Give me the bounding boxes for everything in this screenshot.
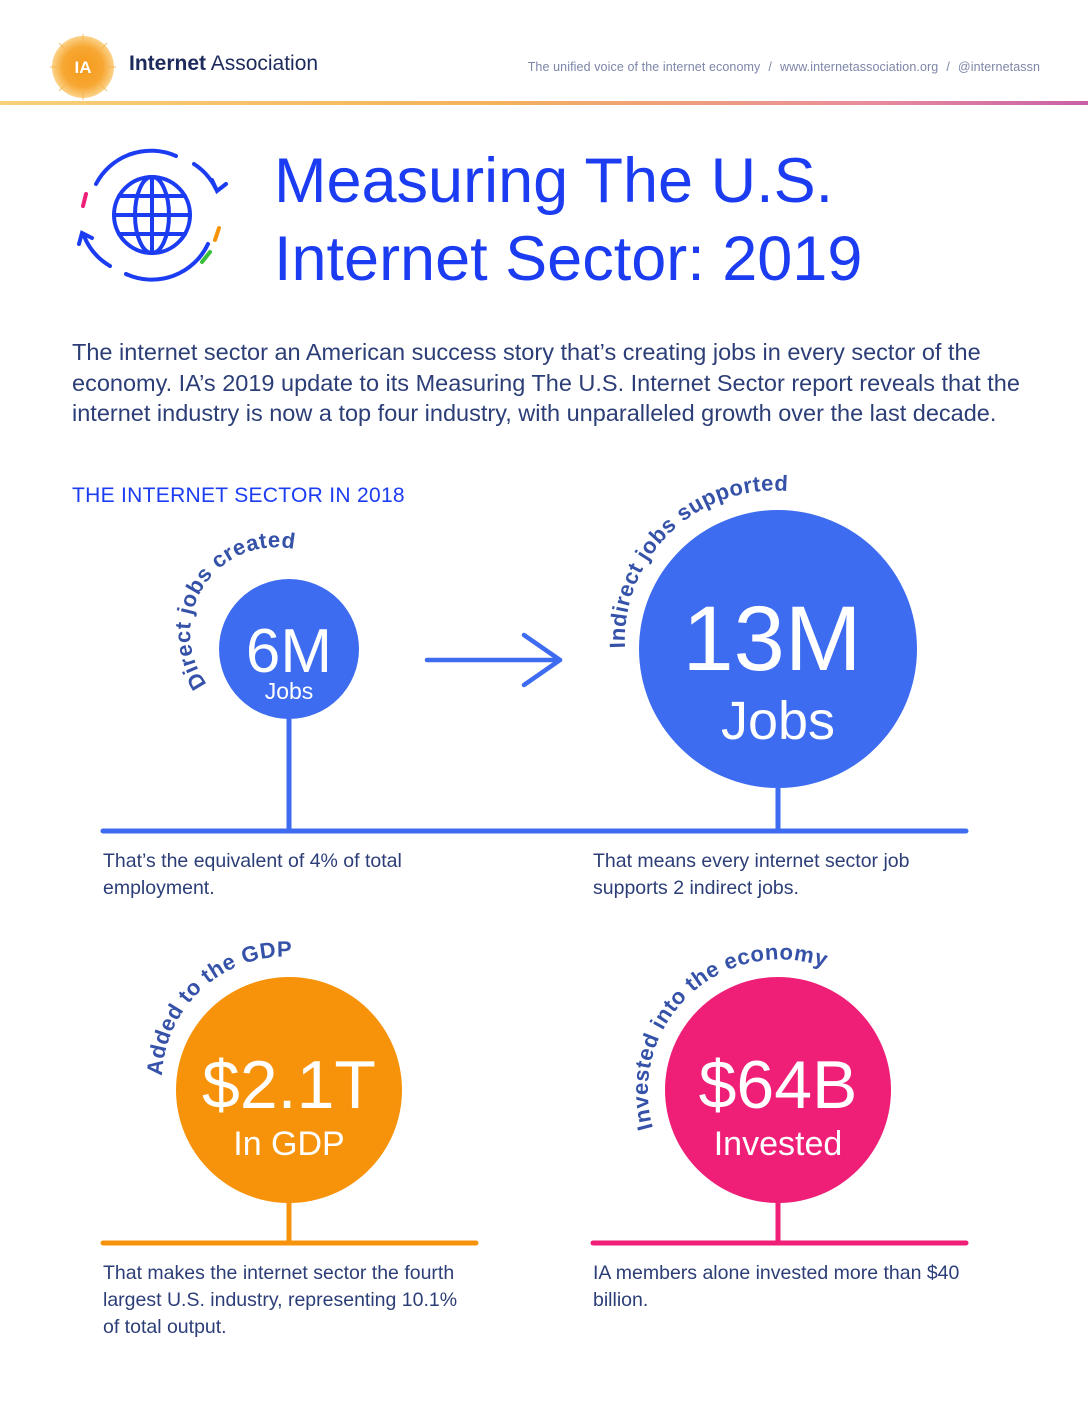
- social-handle-link[interactable]: @internetassn: [957, 60, 1040, 74]
- intro-paragraph: The internet sector an American success …: [72, 339, 1020, 426]
- title-line-2: Internet Sector: 2019: [274, 224, 863, 294]
- gdp-unit: In GDP: [233, 1125, 344, 1163]
- indirect-jobs-unit: Jobs: [721, 691, 835, 751]
- direct-jobs-circle: [219, 579, 359, 719]
- tagline-text: The unified voice of the internet econom…: [527, 60, 761, 74]
- investment-unit: Invested: [714, 1125, 843, 1163]
- investment-circle: [665, 977, 891, 1203]
- indirect-jobs-value: 13M: [683, 588, 862, 690]
- logo-badge-text: IA: [75, 58, 92, 77]
- separator: /: [946, 60, 950, 74]
- logo-name-rest: Association: [206, 52, 319, 75]
- header-divider: [0, 101, 1088, 105]
- header-tagline: The unified voice of the internet econom…: [528, 60, 1040, 74]
- page-title: Measuring The U.S. Internet Sector: 2019: [274, 142, 862, 298]
- direct-jobs-unit: Jobs: [265, 678, 314, 704]
- logo-name-bold: Internet: [129, 52, 207, 75]
- globe-icon: [77, 148, 228, 282]
- logo-sun-icon: IA: [50, 34, 116, 100]
- gdp-note: That makes the internet sector the fourt…: [103, 1262, 458, 1338]
- gdp-value: $2.1T: [202, 1047, 376, 1123]
- investment-note: IA members alone invested more than $40 …: [593, 1262, 960, 1311]
- arrow-right-icon: [424, 632, 563, 688]
- section-heading: THE INTERNET SECTOR IN 2018: [72, 484, 405, 507]
- separator: /: [768, 60, 772, 74]
- title-line-1: Measuring The U.S.: [274, 146, 834, 216]
- investment-value: $64B: [699, 1047, 858, 1123]
- direct-jobs-value: 6M: [246, 617, 332, 686]
- indirect-jobs-note: That means every internet sector job sup…: [593, 850, 910, 899]
- gdp-circle: [176, 977, 402, 1203]
- direct-jobs-note: That’s the equivalent of 4% of total emp…: [103, 850, 402, 899]
- indirect-jobs-circle: [639, 510, 917, 788]
- website-link[interactable]: www.internetassociation.org: [779, 60, 939, 74]
- logo-wordmark[interactable]: Internet Association: [129, 52, 318, 76]
